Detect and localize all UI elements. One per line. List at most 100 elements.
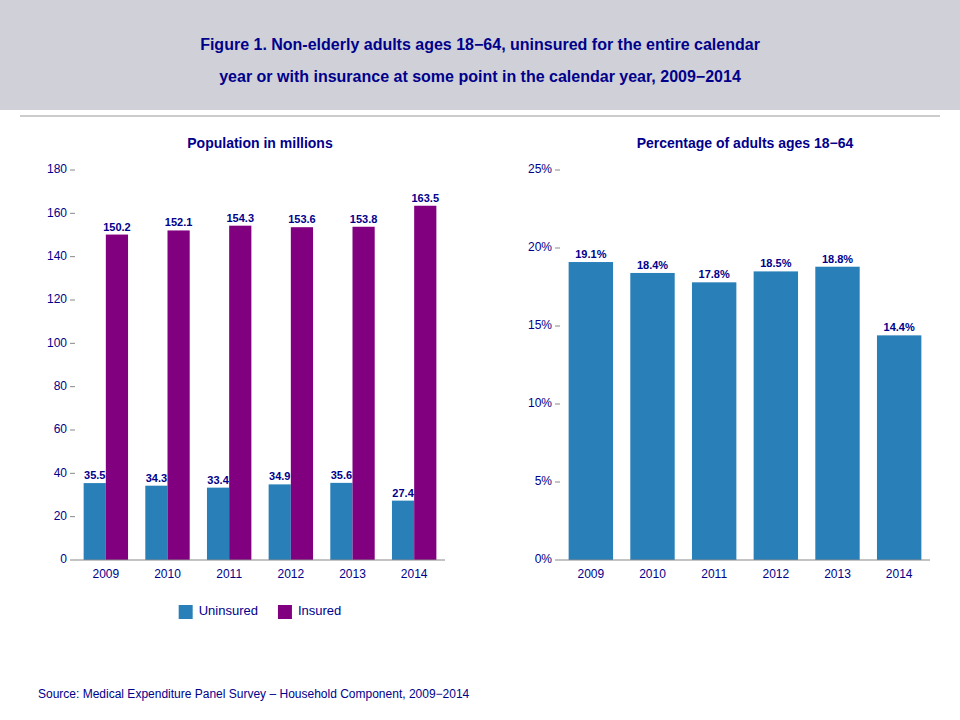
plot-area <box>84 206 437 560</box>
category-label: 2010 <box>154 567 181 581</box>
tick-mark <box>555 482 560 483</box>
tick-label: 0% <box>535 552 553 566</box>
legend-swatch <box>278 605 292 619</box>
chart: Population in millions 0 20 40 60 80 100 120 140… <box>47 135 445 619</box>
legend-label: Insured <box>298 603 341 618</box>
tick-label: 140 <box>47 249 67 263</box>
tick-mark <box>70 386 75 387</box>
data-label: 18.5% <box>760 257 791 269</box>
data-label: 152.1 <box>165 216 193 228</box>
data-labels: 19.1% 18.4% 17.8% 18.5% 18.8% 14.4% <box>575 248 915 333</box>
data-label: 153.6 <box>288 213 316 225</box>
category-label: 2011 <box>216 567 242 581</box>
chart-title: Percentage of adults ages 18−64 <box>637 135 854 151</box>
plot-area <box>569 262 922 560</box>
bar <box>330 483 352 560</box>
title: Figure 1. Non-elderly adults ages 18−64,… <box>200 36 760 53</box>
category-label: 2013 <box>339 567 366 581</box>
tick-mark <box>70 213 75 214</box>
tick-label: 20% <box>528 240 552 254</box>
tick-label: 10% <box>528 396 552 410</box>
tick-label: 20 <box>54 509 68 523</box>
tick-mark <box>555 170 560 171</box>
tick-mark <box>70 516 75 517</box>
data-label: 153.8 <box>350 213 378 225</box>
bar <box>630 273 674 560</box>
divider <box>20 115 940 116</box>
bar <box>229 226 251 560</box>
tick-label: 180 <box>47 162 67 176</box>
bar <box>291 227 313 560</box>
header-band <box>0 0 960 110</box>
tick-label: 40 <box>54 466 68 480</box>
category-label: 2009 <box>92 567 119 581</box>
bar <box>84 483 106 560</box>
tick-label: 160 <box>47 206 67 220</box>
data-label: 35.5 <box>84 469 105 481</box>
bar <box>207 488 229 560</box>
axis-line <box>560 560 930 561</box>
data-label: 163.5 <box>412 192 440 204</box>
category-label: 2013 <box>824 567 851 581</box>
category-label: 2012 <box>762 567 789 581</box>
bar <box>106 235 128 560</box>
data-label: 19.1% <box>575 248 606 260</box>
tick-mark <box>70 300 75 301</box>
bar <box>353 227 375 560</box>
source-note: Source: Medical Expenditure Panel Survey… <box>38 687 470 701</box>
category-label: 2011 <box>701 567 727 581</box>
tick-label: 80 <box>54 379 68 393</box>
tick-mark <box>70 256 75 257</box>
bar <box>569 262 613 560</box>
data-label: 18.8% <box>822 253 853 265</box>
category-label: 2014 <box>886 567 913 581</box>
bar <box>877 335 921 560</box>
legend: Uninsured Insured <box>179 603 342 619</box>
data-label: 34.9 <box>269 470 290 482</box>
category-label: 2009 <box>577 567 604 581</box>
tick-mark <box>70 430 75 431</box>
data-label: 27.4 <box>392 487 414 499</box>
data-label: 17.8% <box>699 268 730 280</box>
category-label: 2012 <box>277 567 304 581</box>
data-label: 18.4% <box>637 259 668 271</box>
chart-root: Figure 1. Non-elderly adults ages 18−64,… <box>0 0 960 720</box>
bar <box>815 267 859 560</box>
data-label: 150.2 <box>103 221 131 233</box>
tick-label: 120 <box>47 292 67 306</box>
data-label: 34.3 <box>146 472 167 484</box>
tick-mark <box>555 560 560 561</box>
category-label: 2014 <box>401 567 428 581</box>
tick-label: 0 <box>60 552 67 566</box>
tick-mark <box>70 473 75 474</box>
data-label: 33.4 <box>207 474 229 486</box>
tick-mark <box>70 560 75 561</box>
subtitle: year or with insurance at some point in … <box>219 68 741 85</box>
tick-label: 25% <box>528 162 552 176</box>
tick-mark <box>555 404 560 405</box>
tick-label: 100 <box>47 336 67 350</box>
tick-label: 60 <box>54 422 68 436</box>
bar <box>692 282 736 560</box>
category-label: 2010 <box>639 567 666 581</box>
data-labels: 35.5 34.3 33.4 34.9 35.6 27.4 150.2 152.1 154.3 1… <box>84 192 439 499</box>
legend-swatch <box>179 605 193 619</box>
bar <box>269 484 291 560</box>
bar <box>145 486 167 560</box>
bar <box>392 501 414 560</box>
data-label: 154.3 <box>227 212 255 224</box>
chart: Percentage of adults ages 18−64 0% 5% 10% 15… <box>528 135 930 581</box>
background <box>0 0 960 720</box>
bar <box>754 271 798 560</box>
chart-title: Population in millions <box>187 135 333 151</box>
data-label: 35.6 <box>331 469 352 481</box>
legend-label: Uninsured <box>199 603 258 618</box>
data-label: 14.4% <box>884 321 915 333</box>
tick-label: 5% <box>535 474 553 488</box>
tick-mark <box>555 248 560 249</box>
tick-mark <box>70 343 75 344</box>
bar <box>168 230 190 560</box>
tick-label: 15% <box>528 318 552 332</box>
axis-line <box>75 560 445 561</box>
tick-mark <box>555 326 560 327</box>
